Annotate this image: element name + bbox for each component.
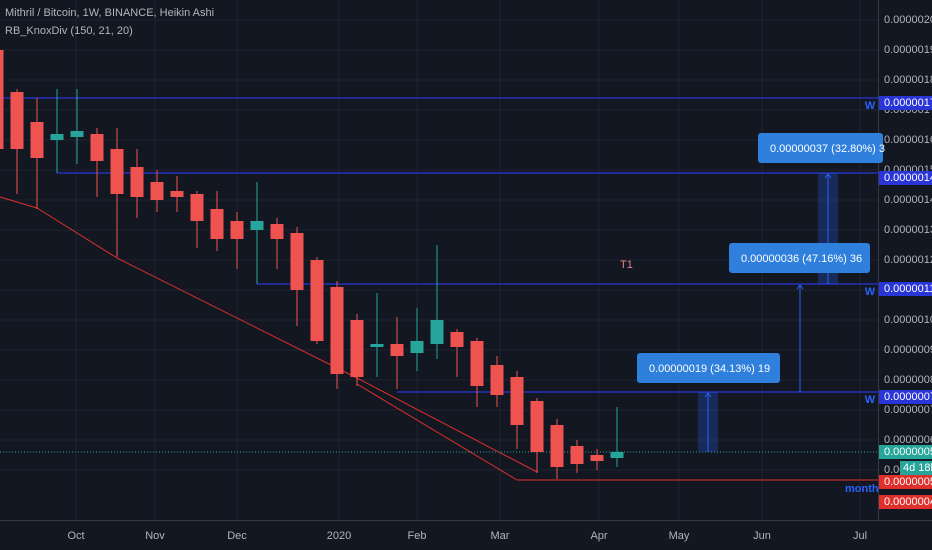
candle-body [290,233,304,291]
arrow-head [824,173,832,179]
month-label: month [845,483,879,495]
candle-body [430,320,444,345]
candle-body [10,92,24,150]
candle-body [150,182,164,201]
header-indicator: RB_KnoxDiv (150, 21, 20) [5,25,133,37]
measure-box [637,353,780,383]
level-tag [879,282,932,297]
candle-body [450,332,464,348]
trendline [36,207,118,259]
x-tick-label: Feb [408,530,427,542]
arrow-head [796,284,804,290]
level-tag [879,96,932,111]
candle-body [510,377,524,426]
y-tick-label: 0.00000100 [884,314,932,326]
y-tick-label: 0.00000200 [884,14,932,26]
candle-body [230,221,244,240]
candle-body [210,209,224,240]
y-tick-label: 0.00000120 [884,254,932,266]
x-tick-label: 2020 [327,530,351,542]
candle-body [410,341,424,354]
level-tag-label: 0.00000174 [884,97,932,109]
candle-body [470,341,484,387]
x-tick-label: Apr [590,530,607,542]
candle-body [310,260,324,342]
candle-body [530,401,544,453]
current-price-tag-label: 0.00000056 [884,446,932,458]
candle-body [30,122,44,159]
trendline [356,383,518,481]
arrow-head [704,392,712,398]
candle-body [250,221,264,231]
candle-body [390,344,404,357]
x-tick-label: Jun [753,530,771,542]
level-marker: W [865,286,876,298]
level-tag-label: 0.00000076 [884,391,932,403]
month-tag [879,495,932,509]
plot-area: 0.00000037 (32.80%) 3 0.00000036 (47.16%)… [0,0,885,520]
candle-body [590,455,604,462]
countdown: 4d 18h [903,462,932,474]
candle-body [110,149,124,195]
candle-body [0,50,4,150]
x-tick-label: Nov [145,530,165,542]
trendline [356,377,538,473]
y-tick-label: 0.00000070 [884,404,932,416]
level-marker: W [865,394,876,406]
candle-body [170,191,184,198]
trendline [116,257,358,379]
level-tag-label: 0.00000149 [884,172,932,184]
level-tag [879,171,932,186]
candle-body [550,425,564,467]
measure-label: 0.00000036 (47.16%) 36 [741,253,862,265]
y-tick-label: 0.00000130 [884,224,932,236]
month-tag-label: 0.00000046 [884,496,932,508]
candle-body [50,134,64,141]
target-label: T1 [620,259,633,271]
x-tick-label: Jul [853,530,867,542]
x-tick-label: Mar [491,530,510,542]
y-tick-label: 0.00000090 [884,344,932,356]
y-tick-label: 0.00000180 [884,74,932,86]
trendline [0,196,38,209]
price-tag-label: 0.00000054 [884,476,932,488]
candle-body [490,365,504,396]
current-price-tag [879,445,932,460]
y-tick-label: 0.00000190 [884,44,932,56]
x-tick-label: Dec [227,530,247,542]
candle-body [370,344,384,348]
y-tick-label: 0.00000080 [884,374,932,386]
level-marker: W [865,100,876,112]
candle-body [130,167,144,198]
y-tick-label: 0.00000140 [884,194,932,206]
candle-body [190,194,204,222]
candle-body [270,224,284,240]
candle-body [350,320,364,378]
candle-body [610,452,624,459]
header-symbol: Mithril / Bitcoin, 1W, BINANCE, Heikin A… [5,7,214,19]
level-tag-label: 0.00000112 [884,283,932,295]
x-tick-label: May [669,530,690,542]
candle-body [330,287,344,375]
measure-label: 0.00000037 (32.80%) 3 [770,143,885,155]
measure-box [758,133,883,163]
measure-box [729,243,870,273]
x-tick-label: Oct [67,530,84,542]
candle-body [570,446,584,465]
y-tick-label: 0.00000060 [884,434,932,446]
price-tag [879,475,932,489]
measure-label: 0.00000019 (34.13%) 19 [649,363,770,375]
y-tick-label: 0.00000160 [884,134,932,146]
countdown-box [900,461,932,475]
level-tag [879,390,932,405]
candle-body [90,134,104,162]
candle-body [70,131,84,138]
